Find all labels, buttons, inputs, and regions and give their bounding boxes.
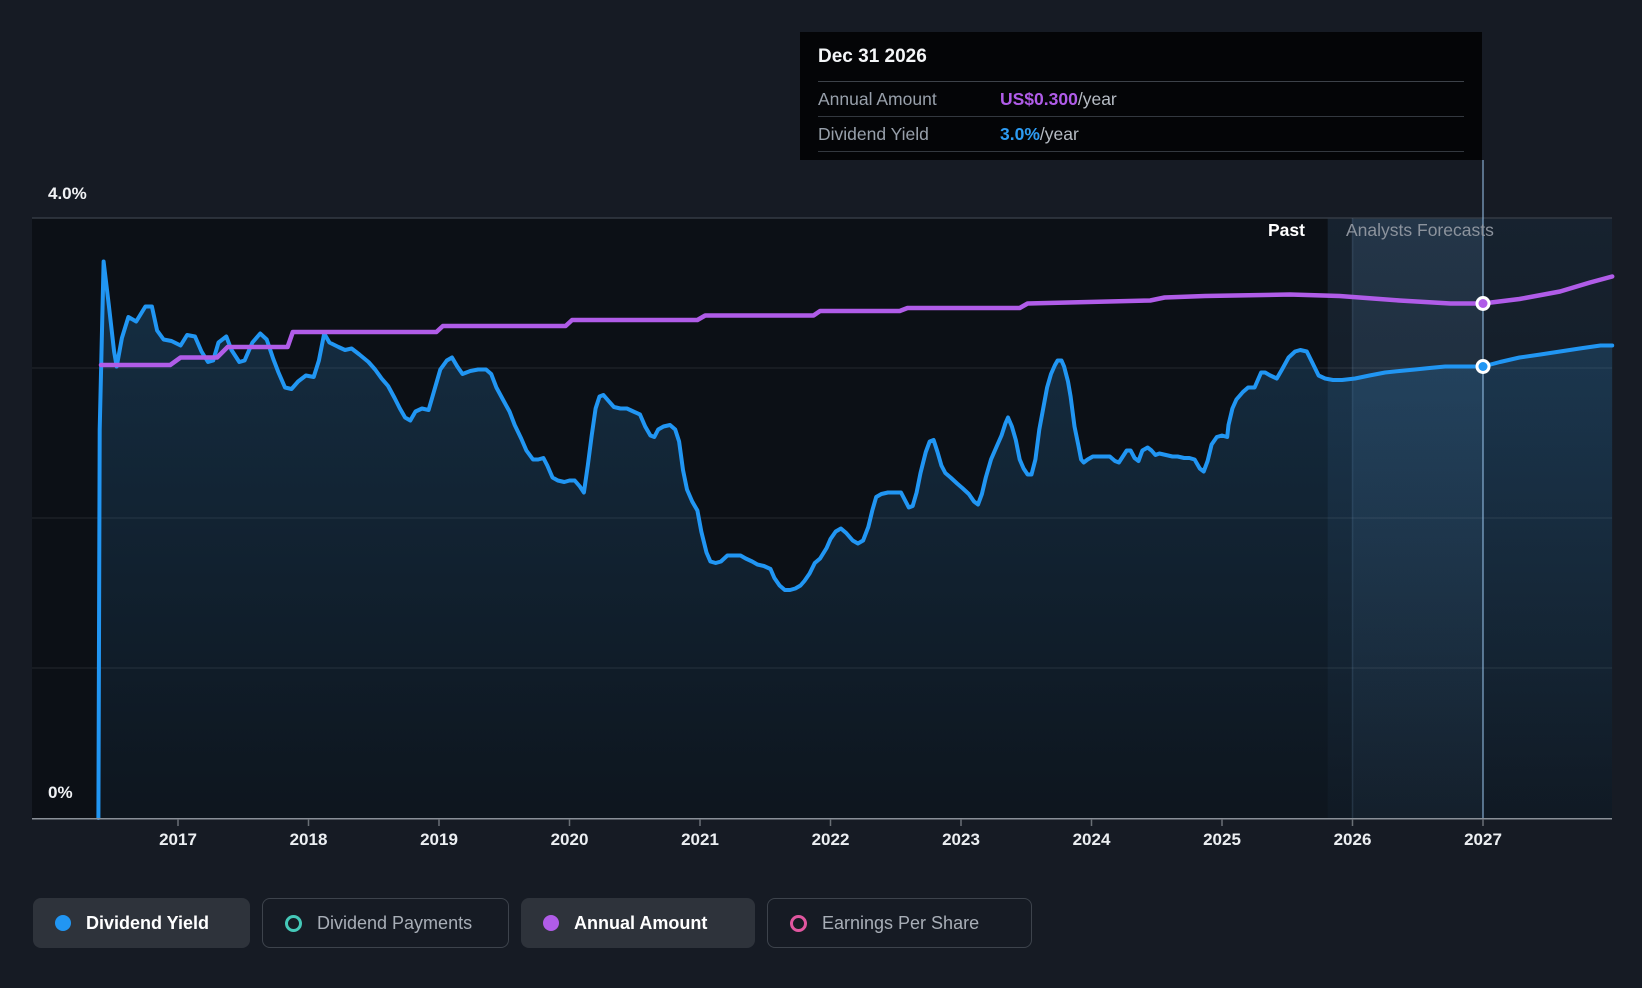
x-axis-year-label: 2025: [1203, 830, 1241, 849]
legend-toggle-dividend-payments[interactable]: Dividend Payments: [262, 898, 509, 948]
x-axis-year-label: 2020: [550, 830, 589, 849]
y-axis-top-label: 4.0%: [48, 184, 87, 203]
legend-label: Dividend Yield: [86, 912, 210, 933]
x-axis: 2017 2018 2019 2020 2021 2022 2023 2024 2025 2026…: [0, 830, 1642, 854]
x-axis-year-label: 2021: [681, 830, 719, 849]
x-axis-year-label: 2022: [811, 830, 850, 849]
marker-dot: [1478, 362, 1488, 371]
teal-ring-icon: [285, 914, 302, 932]
tooltip-row-dividend-yield: Dividend Yield 3.0% /year: [818, 117, 1464, 152]
tooltip-value-suffix: /year: [1077, 88, 1117, 109]
x-axis-year-label: 2017: [159, 830, 197, 849]
blue-dot-icon: [55, 915, 71, 931]
legend-label: Earnings Per Share: [822, 912, 980, 933]
tooltip-row-annual-amount: Annual Amount US$0.300 /year: [818, 82, 1464, 117]
pink-ring-icon: [790, 914, 807, 932]
past-zone-label: Past: [1268, 220, 1305, 240]
chart-tooltip: Dec 31 2026 Annual Amount US$0.300 /year…: [800, 32, 1482, 160]
x-axis-year-label: 2026: [1333, 830, 1372, 849]
x-axis-year-label: 2019: [420, 830, 458, 849]
tooltip-value: 3.0%: [1000, 123, 1040, 144]
legend-label: Dividend Payments: [317, 912, 473, 933]
tooltip-label: Annual Amount: [818, 88, 937, 109]
legend-toggle-dividend-yield[interactable]: Dividend Yield: [33, 898, 250, 948]
purple-dot-icon: [543, 915, 559, 931]
y-axis-zero-label: 0%: [48, 783, 73, 802]
legend-toggle-earnings-per-share[interactable]: Earnings Per Share: [767, 898, 1032, 948]
dividend-yield-line: [96, 259, 1615, 820]
tooltip-value: US$0.300: [1000, 88, 1078, 109]
x-axis-year-label: 2024: [1072, 830, 1111, 849]
x-axis-year-label: 2027: [1464, 830, 1502, 849]
legend-toggle-annual-amount[interactable]: Annual Amount: [521, 898, 755, 948]
annual-amount-line: [98, 274, 1615, 368]
marker-dot: [1478, 299, 1488, 308]
x-axis-year-label: 2018: [289, 830, 328, 849]
chart-legend: Dividend Yield Dividend Payments Annual …: [33, 898, 1032, 948]
tooltip-date: Dec 31 2026: [818, 32, 1464, 82]
x-axis-year-label: 2023: [942, 830, 980, 849]
tooltip-label: Dividend Yield: [818, 123, 929, 144]
legend-label: Annual Amount: [574, 912, 708, 933]
forecast-zone-label: Analysts Forecasts: [1346, 220, 1494, 240]
dividend-yield-area: [98, 261, 1613, 818]
tooltip-value-suffix: /year: [1039, 123, 1079, 144]
